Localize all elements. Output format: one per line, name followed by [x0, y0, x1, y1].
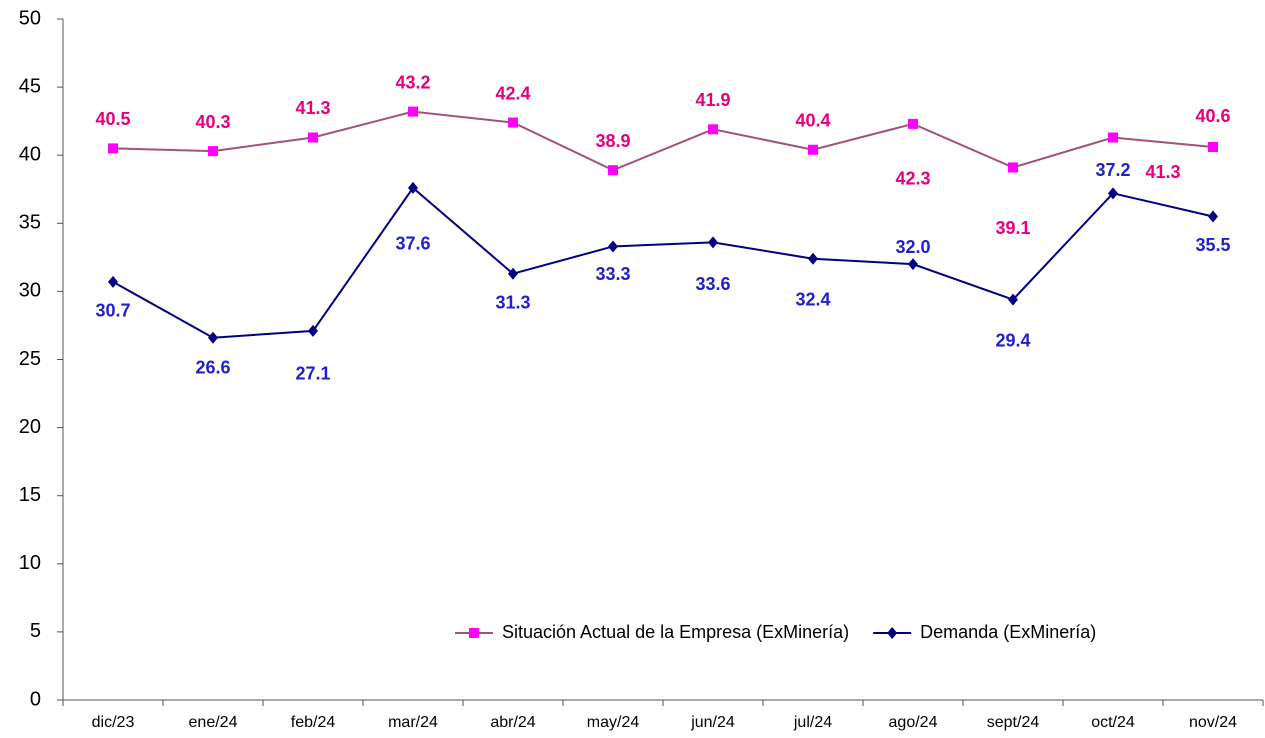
value-label: 39.1 — [995, 218, 1030, 238]
value-label: 26.6 — [195, 357, 230, 377]
value-label: 41.3 — [295, 98, 330, 118]
value-label: 40.3 — [195, 112, 230, 132]
marker — [1008, 162, 1018, 173]
x-tick-label: jun/24 — [690, 714, 735, 731]
series-line — [112, 110, 1214, 172]
x-tick-label: jul/24 — [793, 714, 832, 731]
y-tick-label: 10 — [19, 552, 41, 574]
value-label: 33.3 — [595, 264, 630, 284]
value-label: 40.4 — [795, 111, 830, 131]
value-label: 37.6 — [395, 234, 430, 254]
value-label: 38.9 — [595, 131, 630, 151]
legend-label: Situación Actual de la Empresa (ExMinerí… — [502, 622, 849, 642]
value-label: 41.9 — [695, 90, 730, 110]
value-label: 31.3 — [495, 292, 530, 312]
y-tick-label: 30 — [19, 280, 41, 302]
x-tick-label: abr/24 — [490, 714, 535, 731]
marker — [508, 117, 518, 128]
legend-label: Demanda (ExMinería) — [920, 622, 1096, 642]
y-tick-label: 40 — [19, 143, 41, 165]
x-tick-label: oct/24 — [1091, 714, 1135, 731]
y-tick-label: 45 — [19, 75, 41, 97]
marker — [1008, 293, 1018, 306]
x-tick-label: dic/23 — [92, 714, 135, 731]
marker — [1108, 132, 1118, 143]
legend-marker — [469, 628, 479, 638]
value-label: 42.3 — [895, 169, 930, 189]
y-tick-label: 15 — [19, 484, 41, 506]
marker — [408, 181, 418, 194]
marker — [808, 252, 818, 265]
marker — [308, 132, 318, 143]
value-label: 27.1 — [295, 364, 330, 384]
value-label: 37.2 — [1095, 160, 1130, 180]
marker — [908, 258, 918, 271]
marker — [108, 143, 118, 154]
marker — [508, 267, 518, 280]
value-label: 42.4 — [495, 83, 530, 103]
marker — [808, 144, 818, 155]
y-tick-label: 20 — [19, 416, 41, 438]
value-label: 41.3 — [1145, 162, 1180, 182]
y-tick-label: 0 — [30, 688, 41, 710]
marker — [308, 324, 318, 337]
marker — [1208, 142, 1218, 153]
x-tick-label: nov/24 — [1189, 714, 1237, 731]
value-label: 29.4 — [995, 330, 1030, 350]
marker — [208, 331, 218, 344]
y-tick-label: 50 — [19, 7, 41, 29]
value-label: 43.2 — [395, 72, 430, 92]
marker — [108, 275, 118, 288]
value-label: 33.6 — [695, 274, 730, 294]
x-tick-label: ene/24 — [189, 714, 238, 731]
value-label: 32.4 — [795, 289, 830, 309]
value-label: 30.7 — [95, 301, 130, 321]
value-label: 40.6 — [1195, 106, 1230, 126]
marker — [608, 240, 618, 253]
legend-marker — [887, 627, 898, 639]
x-tick-label: mar/24 — [388, 714, 438, 731]
marker — [1108, 187, 1118, 200]
marker — [1208, 210, 1218, 223]
y-tick-label: 25 — [19, 348, 41, 370]
series-line — [112, 186, 1214, 339]
x-tick-label: may/24 — [587, 714, 640, 731]
y-tick-label: 5 — [30, 620, 41, 642]
y-tick-label: 35 — [19, 212, 41, 234]
value-label: 40.5 — [95, 109, 130, 129]
marker — [708, 124, 718, 135]
marker — [408, 106, 418, 117]
marker — [608, 165, 618, 176]
marker — [908, 118, 918, 129]
value-label: 32.0 — [895, 237, 930, 257]
marker — [708, 236, 718, 249]
x-tick-label: feb/24 — [291, 714, 336, 731]
marker — [208, 146, 218, 157]
x-tick-label: ago/24 — [889, 714, 938, 731]
x-tick-label: sept/24 — [987, 714, 1040, 731]
value-label: 35.5 — [1195, 235, 1230, 255]
